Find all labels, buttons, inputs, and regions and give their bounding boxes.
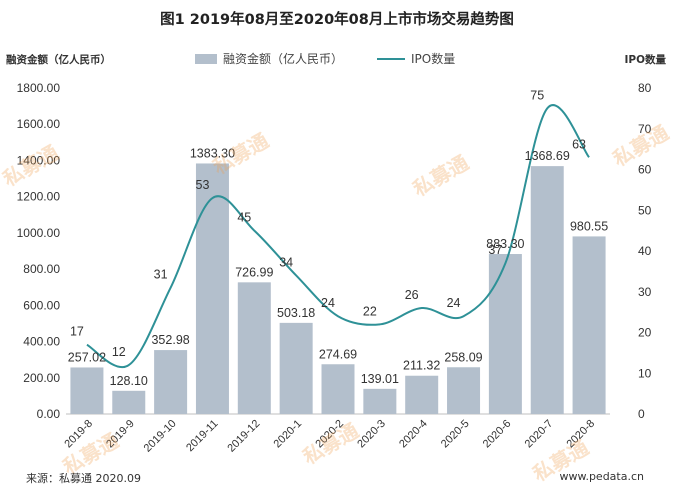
bar <box>572 236 606 414</box>
right-tick-label: 70 <box>638 122 652 136</box>
bar-value-label: 1368.69 <box>525 149 570 163</box>
legend-item-bar: 融资金额（亿人民币） <box>195 50 343 67</box>
right-axis-label: IPO数量 <box>624 54 666 66</box>
right-tick-label: 40 <box>638 244 652 258</box>
bar <box>195 163 229 414</box>
bar-value-label: 726.99 <box>235 265 273 279</box>
x-tick-label: 2020-2 <box>313 418 346 451</box>
x-tick-label: 2020-4 <box>397 418 430 451</box>
bar <box>488 254 522 414</box>
bar-value-label: 980.55 <box>570 219 608 233</box>
bar <box>154 350 188 414</box>
bar-value-label: 352.98 <box>151 333 189 347</box>
line-value-label: 63 <box>572 137 586 151</box>
chart-title: 图1 2019年08月至2020年08月上市市场交易趋势图 <box>160 12 514 28</box>
line-value-label: 45 <box>237 211 251 225</box>
line-value-label: 75 <box>530 88 544 102</box>
bar <box>530 166 564 414</box>
line-value-label: 12 <box>112 345 126 359</box>
left-tick-label: 1200.00 <box>17 190 61 204</box>
x-tick-label: 2020-1 <box>272 418 305 451</box>
bar <box>321 364 355 414</box>
bar <box>112 390 146 414</box>
bar-value-label: 211.32 <box>403 359 440 373</box>
bar <box>279 322 313 414</box>
left-tick-label: 200.00 <box>23 371 60 385</box>
x-tick-label: 2020-8 <box>564 418 597 451</box>
right-tick-label: 60 <box>638 163 652 177</box>
website-url: www.pedata.cn <box>559 470 644 483</box>
bar-value-label: 883.30 <box>486 237 524 251</box>
line-value-label: 53 <box>196 178 210 192</box>
bar-value-label: 257.02 <box>68 350 106 364</box>
x-tick-label: 2019-11 <box>184 418 220 454</box>
right-tick-label: 50 <box>638 203 652 217</box>
left-tick-label: 800.00 <box>23 262 60 276</box>
legend-bar-swatch <box>195 53 217 64</box>
bar <box>70 367 104 414</box>
ipo-line <box>86 104 590 369</box>
x-tick-label: 2019-12 <box>225 418 262 455</box>
left-tick-label: 600.00 <box>23 298 60 312</box>
right-tick-label: 30 <box>638 285 652 299</box>
legend-item-line: IPO数量 <box>377 50 455 67</box>
left-tick-label: 400.00 <box>23 335 60 349</box>
bar <box>363 388 397 414</box>
line-value-label: 34 <box>279 255 293 269</box>
x-tick-label: 2020-7 <box>523 418 556 451</box>
x-tick-label: 2020-3 <box>355 418 388 451</box>
left-tick-label: 0.00 <box>37 407 61 421</box>
right-tick-label: 20 <box>638 326 652 340</box>
bar-value-label: 503.18 <box>277 306 315 320</box>
line-value-label: 37 <box>488 243 502 257</box>
x-tick-label: 2019-10 <box>142 418 179 455</box>
x-tick-label: 2019-8 <box>62 418 95 451</box>
x-tick-label: 2020-5 <box>439 418 472 451</box>
line-value-label: 17 <box>70 325 84 339</box>
bar <box>405 375 439 414</box>
bar-value-label: 128.10 <box>110 374 148 388</box>
legend-bar-label: 融资金额（亿人民币） <box>223 52 344 66</box>
left-axis-label: 融资金额（亿人民币） <box>6 54 111 66</box>
legend-line-label: IPO数量 <box>411 52 456 66</box>
x-tick-label: 2020-6 <box>481 418 514 451</box>
bar-value-label: 274.69 <box>319 347 357 361</box>
left-tick-label: 1400.00 <box>17 153 61 167</box>
bar-value-label: 258.09 <box>444 350 482 364</box>
line-value-label: 24 <box>447 296 461 310</box>
right-tick-label: 80 <box>638 81 652 95</box>
bar-value-label: 139.01 <box>361 372 399 386</box>
bar-value-label: 1383.30 <box>190 146 235 160</box>
legend-line-swatch <box>377 57 406 60</box>
x-tick-label: 2019-9 <box>104 418 137 451</box>
right-tick-label: 0 <box>638 407 645 421</box>
left-tick-label: 1800.00 <box>17 81 61 95</box>
legend: 融资金额（亿人民币） IPO数量 <box>195 50 489 67</box>
left-tick-label: 1600.00 <box>17 117 61 131</box>
line-value-label: 22 <box>363 304 377 318</box>
line-value-label: 31 <box>154 268 168 282</box>
line-value-label: 26 <box>405 288 419 302</box>
left-tick-label: 1000.00 <box>17 226 61 240</box>
line-value-label: 24 <box>321 296 335 310</box>
source-note: 来源：私募通 2020.09 <box>26 472 141 485</box>
bar <box>447 367 481 414</box>
bar <box>237 282 271 414</box>
right-tick-label: 10 <box>638 366 652 380</box>
